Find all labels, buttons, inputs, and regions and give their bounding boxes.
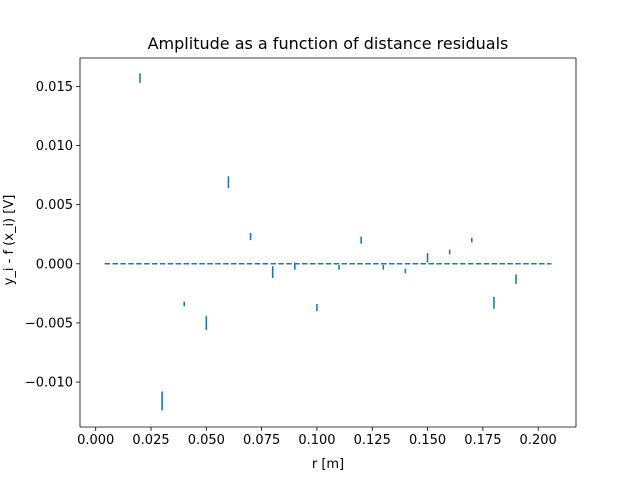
y-tick-label: 0.015 bbox=[36, 80, 73, 95]
x-tick-label: 0.075 bbox=[243, 433, 280, 448]
y-tick-label: 0.005 bbox=[36, 198, 73, 213]
x-tick-label: 0.100 bbox=[298, 433, 335, 448]
y-tick-label: −0.005 bbox=[25, 316, 73, 331]
chart-title: Amplitude as a function of distance resi… bbox=[148, 34, 509, 53]
x-tick-label: 0.150 bbox=[409, 433, 446, 448]
y-tick-label: −0.010 bbox=[25, 376, 73, 391]
x-tick-label: 0.125 bbox=[354, 433, 391, 448]
y-axis-label: y_i - f (x_i) [V] bbox=[2, 195, 17, 286]
x-tick-label: 0.175 bbox=[464, 433, 501, 448]
y-tick-label: 0.010 bbox=[36, 139, 73, 154]
x-axis-label: r [m] bbox=[312, 457, 344, 472]
x-tick-label: 0.025 bbox=[132, 433, 169, 448]
y-tick-label: 0.000 bbox=[36, 257, 73, 272]
x-tick-label: 0.200 bbox=[520, 433, 557, 448]
x-tick-label: 0.000 bbox=[77, 433, 114, 448]
plot-area: 0.000 0.025 0.050 0.075 0.100 0.125 0.150 0.175… bbox=[25, 57, 577, 448]
x-tick-label: 0.050 bbox=[188, 433, 225, 448]
